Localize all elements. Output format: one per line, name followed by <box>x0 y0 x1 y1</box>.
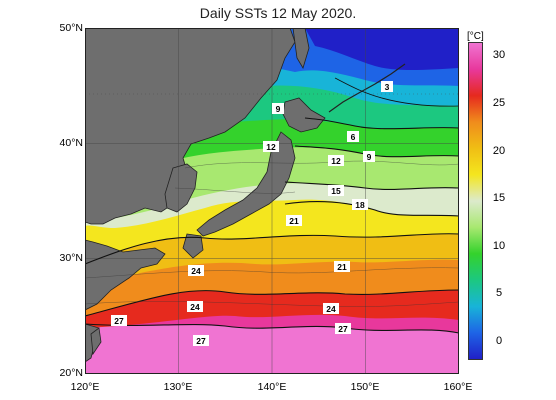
land-hokkaido <box>282 97 326 133</box>
land-taiwan <box>90 327 102 356</box>
contour-label-27: 27 <box>114 316 124 326</box>
contour-label-27c: 27 <box>196 336 206 346</box>
colorbar-tick-10: 10 <box>492 240 506 252</box>
lon-label-150e: 150°E <box>350 381 380 393</box>
map-title: Daily SSTs 12 May 2020. <box>199 5 357 21</box>
contour-label-21b: 21 <box>337 262 347 272</box>
land-kyushu <box>182 233 204 259</box>
lon-label-120e: 120°E <box>70 381 100 393</box>
contour-label-15: 15 <box>331 186 341 196</box>
lat-label-40n: 40°N <box>59 137 83 149</box>
colorbar-tick-0: 0 <box>495 335 503 347</box>
lon-label-130e: 130°E <box>163 381 193 393</box>
band-deep-blue <box>305 28 459 70</box>
contour-label-9: 9 <box>276 104 281 114</box>
contour-label-18: 18 <box>355 200 365 210</box>
contour-label-9b: 9 <box>367 152 372 162</box>
lat-label-20n: 20°N <box>59 367 83 379</box>
colorbar <box>468 42 483 360</box>
contour-label-12: 12 <box>266 142 276 152</box>
colorbar-unit: [°C] <box>467 31 484 42</box>
land-korea <box>164 163 198 213</box>
contours <box>85 77 459 334</box>
colorbar-tick-5: 5 <box>495 287 503 299</box>
contour-label-24b: 24 <box>190 302 200 312</box>
colorbar-tick-25: 25 <box>492 97 506 109</box>
lon-label-160e: 160°E <box>443 381 473 393</box>
colorbar-tick-20: 20 <box>492 145 506 157</box>
sst-map: 3 9 6 12 9 12 15 18 21 21 24 24 24 <box>85 28 459 374</box>
contour-labels: 3 9 6 12 9 12 15 18 21 21 24 24 24 <box>111 81 393 346</box>
contour-label-6: 6 <box>351 132 356 142</box>
land-sakhalin <box>292 28 310 69</box>
contour-label-3: 3 <box>385 82 390 92</box>
contour-label-21: 21 <box>289 216 299 226</box>
colorbar-tick-15: 15 <box>492 192 506 204</box>
contour-label-24: 24 <box>191 266 201 276</box>
colorbar-tick-30: 30 <box>492 49 506 61</box>
lat-label-50n: 50°N <box>59 22 83 34</box>
lon-label-140e: 140°E <box>257 381 287 393</box>
contour-label-27b: 27 <box>338 324 348 334</box>
land-honshu <box>196 131 296 237</box>
contour-label-12b: 12 <box>331 156 341 166</box>
contour-label-24c: 24 <box>326 304 336 314</box>
lat-label-30n: 30°N <box>59 252 83 264</box>
land-kuril-islands <box>328 63 406 113</box>
